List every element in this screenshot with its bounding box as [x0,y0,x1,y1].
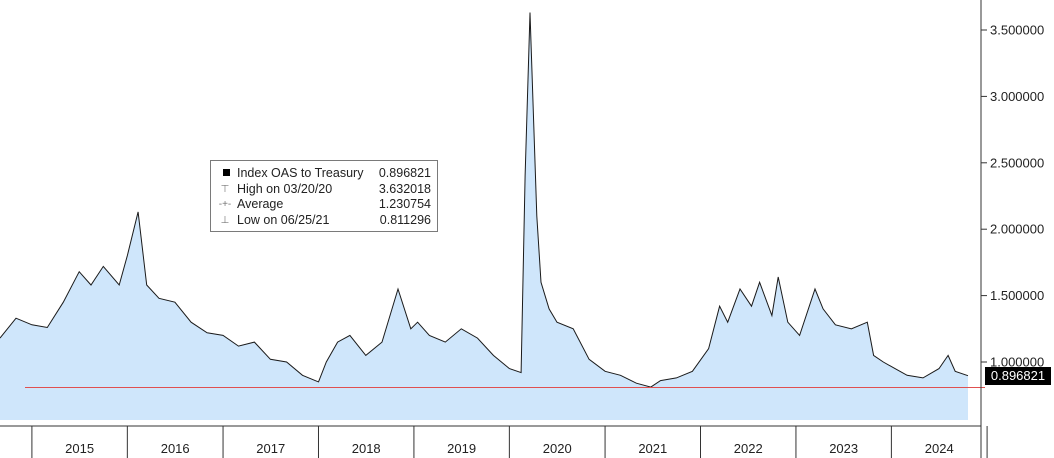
y-tick-label: 2.500000 [990,155,1044,170]
legend-high-label: High on 03/20/20 [237,181,333,196]
y-tick-label: 3.500000 [990,23,1044,38]
y-tick-label: 1.000000 [990,355,1044,370]
x-tick-label: 2021 [638,441,667,456]
x-tick-label: 2015 [65,441,94,456]
legend-high-marker-icon: ⊤ [220,183,230,195]
legend-row-average: -+- Average 1.230754 [215,197,431,213]
series-area-fill [0,12,968,420]
series-line [0,12,969,388]
y-tick-label: 3.000000 [990,89,1044,104]
legend-row-low: ⊥ Low on 06/25/21 0.811296 [215,213,431,229]
x-tick-label: 2016 [161,441,190,456]
y-tick-label: 1.500000 [990,288,1044,303]
x-tick-label: 2019 [447,441,476,456]
legend-average-marker-icon: -+- [218,199,232,210]
last-value-badge: 0.896821 [985,367,1051,385]
plot-layer [0,12,985,420]
x-tick-label: 2023 [829,441,858,456]
legend-high-value: 3.632018 [378,181,431,196]
x-tick-label: 2020 [543,441,572,456]
legend-low-label: Low on 06/25/21 [237,212,330,227]
x-tick-label: 2022 [734,441,763,456]
y-tick-label: 2.000000 [990,222,1044,237]
x-tick-label: 2024 [925,441,954,456]
x-tick-label: 2018 [352,441,381,456]
legend-series-value: 0.896821 [378,166,431,180]
legend-average-value: 1.230754 [378,197,431,211]
x-tick-label: 2017 [256,441,285,456]
legend-low-value: 0.811296 [379,212,431,227]
legend-series-square-icon [215,166,235,182]
legend-row-series: Index OAS to Treasury 0.896821 [215,166,431,182]
legend-row-high: ⊤ High on 03/20/20 3.632018 [215,182,431,198]
legend-low-marker-icon: ⊥ [220,214,230,226]
legend-series-label: Index OAS to Treasury [237,166,364,180]
legend-box: Index OAS to Treasury 0.896821 ⊤ High on… [210,160,438,232]
legend-average-label: Average [237,197,284,211]
